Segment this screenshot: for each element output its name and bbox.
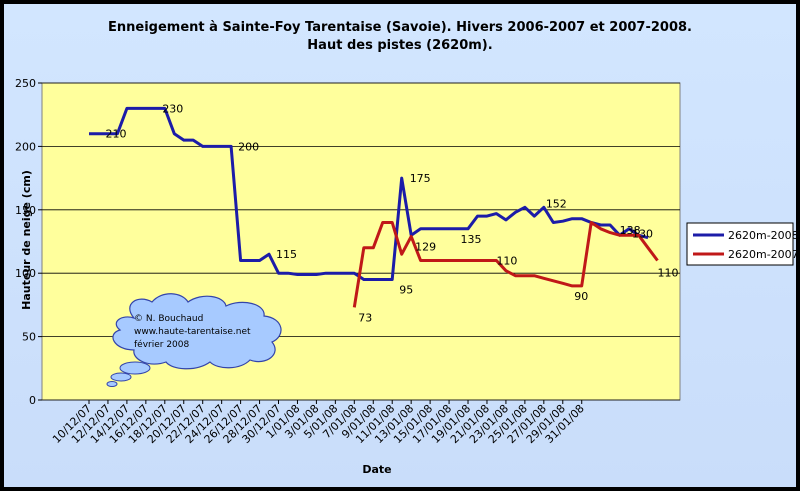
data-label: 138 xyxy=(620,224,641,237)
chart-subtitle: Haut des pistes (2620m). xyxy=(307,38,492,53)
y-tick-label: 100 xyxy=(15,267,36,280)
series-line-2620m-2007 xyxy=(352,221,659,308)
y-tick-label: 0 xyxy=(29,394,36,407)
data-label: 175 xyxy=(410,172,431,185)
series-line-2620m-2008 xyxy=(89,106,649,281)
data-label: 130 xyxy=(632,228,653,241)
cloud-shape xyxy=(112,293,282,370)
credit-line-2: www.haute-tarentaise.net xyxy=(134,327,251,337)
legend-box xyxy=(686,222,794,266)
data-label: 200 xyxy=(238,140,259,153)
data-label: 129 xyxy=(415,240,436,253)
y-tick-label: 200 xyxy=(15,140,36,153)
data-label: 115 xyxy=(276,248,297,261)
line-chart: Enneigement à Sainte-Foy Tarentaise (Sav… xyxy=(15,20,796,476)
y-tick-label: 150 xyxy=(15,204,36,217)
data-label: 73 xyxy=(358,311,372,324)
data-label: 110 xyxy=(496,255,517,268)
y-axis-label: Hauteur de neige (cm) xyxy=(20,170,33,310)
data-label: 135 xyxy=(461,233,482,246)
credit-line-1: © N. Bouchaud xyxy=(134,314,203,324)
data-label: 152 xyxy=(546,197,567,210)
data-label: 210 xyxy=(105,128,126,141)
data-label: 95 xyxy=(399,284,413,297)
data-label: 110 xyxy=(658,267,679,280)
legend-label-2008: 2620m-2008 xyxy=(728,229,796,242)
credit-cloud: © N. Bouchaud www.haute-tarentaise.net f… xyxy=(106,293,282,387)
cloud-puff-small xyxy=(106,381,118,387)
legend-label-2007: 2620m-2007 xyxy=(728,248,796,261)
data-label: 90 xyxy=(574,290,588,303)
cloud-puff-medium xyxy=(110,372,132,382)
chart-area: Enneigement à Sainte-Foy Tarentaise (Sav… xyxy=(4,4,796,487)
legend: 2620m-2008 2620m-2007 xyxy=(686,222,796,266)
data-label: 230 xyxy=(162,102,183,115)
cloud-puff-large xyxy=(119,361,151,375)
x-axis-label: Date xyxy=(362,463,391,476)
y-tick-label: 50 xyxy=(22,331,36,344)
y-tick-label: 250 xyxy=(15,77,36,90)
chart-title: Enneigement à Sainte-Foy Tarentaise (Sav… xyxy=(108,20,692,35)
credit-line-3: février 2008 xyxy=(134,339,190,350)
